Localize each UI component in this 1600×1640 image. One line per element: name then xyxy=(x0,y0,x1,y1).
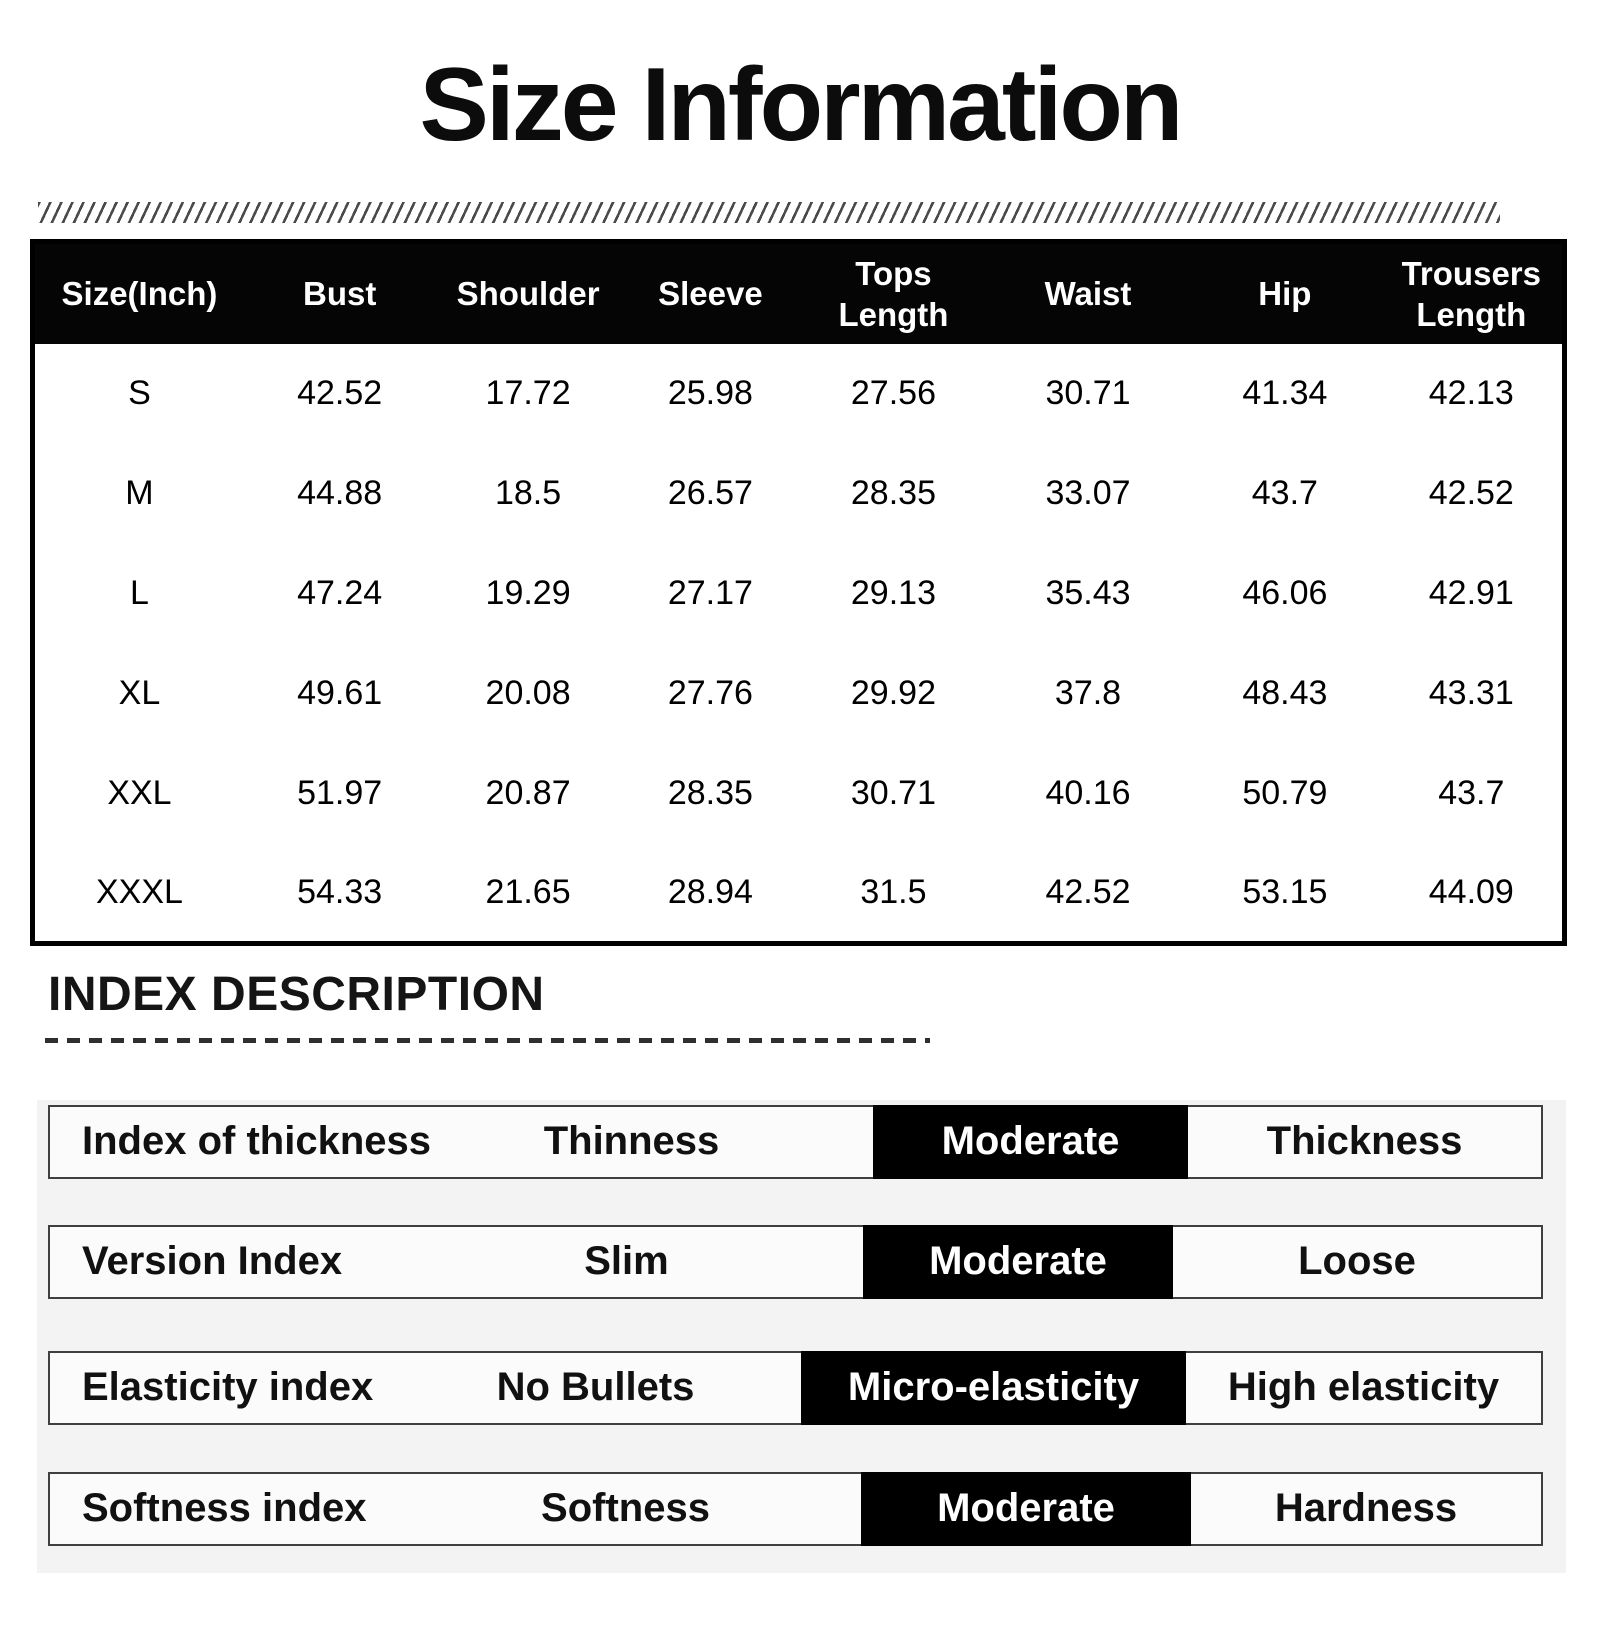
table-row-xxl: XXL 51.97 20.87 28.35 30.71 40.16 50.79 … xyxy=(32,743,1565,844)
index-row-label: Version Index xyxy=(82,1239,343,1284)
measurement-value: 19.29 xyxy=(435,543,621,644)
column-header-bust: Bust xyxy=(243,241,436,344)
size-label: S xyxy=(32,343,244,444)
table-row-m: M 44.88 18.5 26.57 28.35 33.07 43.7 42.5… xyxy=(32,443,1565,544)
index-row-thickness: Index of thickness Thinness Moderate Thi… xyxy=(48,1104,1543,1179)
size-label: XXXL xyxy=(32,843,244,944)
measurement-value: 53.15 xyxy=(1189,843,1381,944)
measurement-value: 44.09 xyxy=(1380,843,1565,944)
column-header-trousers-length: Trousers Length xyxy=(1380,241,1565,344)
measurement-value: 40.16 xyxy=(986,743,1190,844)
measurement-value: 42.52 xyxy=(1380,443,1565,544)
measurement-value: 50.79 xyxy=(1189,743,1381,844)
index-option: Softness xyxy=(541,1486,710,1531)
index-option: Slim xyxy=(584,1239,669,1284)
measurement-value: 30.71 xyxy=(986,343,1190,444)
measurement-value: 43.31 xyxy=(1380,643,1565,744)
hatched-divider xyxy=(38,202,1500,223)
measurement-value: 43.7 xyxy=(1380,743,1565,844)
measurement-value: 29.92 xyxy=(800,643,987,744)
index-row-elasticity: Elasticity index No Bullets Micro-elasti… xyxy=(48,1350,1543,1425)
measurement-value: 25.98 xyxy=(620,343,800,444)
column-header-size: Size(Inch) xyxy=(32,241,244,344)
measurement-value: 28.35 xyxy=(620,743,800,844)
index-row-label: Index of thickness xyxy=(82,1119,431,1164)
column-header-hip: Hip xyxy=(1189,241,1381,344)
measurement-value: 43.7 xyxy=(1189,443,1381,544)
table-header-row: Size(Inch) Bust Shoulder Sleeve Tops Len… xyxy=(32,241,1565,344)
index-row-label: Softness index xyxy=(82,1486,367,1531)
index-description-heading: INDEX DESCRIPTION xyxy=(48,968,545,1021)
measurement-value: 42.91 xyxy=(1380,543,1565,644)
size-label: XL xyxy=(32,643,244,744)
measurement-value: 37.8 xyxy=(986,643,1190,744)
measurement-value: 28.94 xyxy=(620,843,800,944)
column-header-sleeve: Sleeve xyxy=(620,241,800,344)
measurement-value: 35.43 xyxy=(986,543,1190,644)
dashed-divider xyxy=(45,1037,930,1043)
measurement-value: 17.72 xyxy=(435,343,621,444)
measurement-value: 27.17 xyxy=(620,543,800,644)
size-information-page: Size Information Size(Inch) Bust Shoulde… xyxy=(0,40,1600,1640)
page-title: Size Information xyxy=(419,47,1184,163)
index-row-label: Elasticity index xyxy=(82,1365,374,1410)
column-header-waist: Waist xyxy=(986,241,1190,344)
size-label: L xyxy=(32,543,244,644)
measurement-value: 20.08 xyxy=(435,643,621,744)
measurement-value: 42.52 xyxy=(986,843,1190,944)
measurement-value: 33.07 xyxy=(986,443,1190,544)
measurement-value: 48.43 xyxy=(1189,643,1381,744)
size-chart-table: Size(Inch) Bust Shoulder Sleeve Tops Len… xyxy=(30,239,1567,946)
index-panel: Index of thickness Thinness Moderate Thi… xyxy=(37,1099,1566,1573)
measurement-value: 29.13 xyxy=(800,543,987,644)
index-option-selected: Micro-elasticity xyxy=(801,1350,1186,1425)
measurement-value: 18.5 xyxy=(435,443,621,544)
index-option-selected: Moderate xyxy=(863,1224,1173,1299)
measurement-value: 51.97 xyxy=(243,743,436,844)
index-option: Thickness xyxy=(1266,1119,1463,1164)
measurement-value: 21.65 xyxy=(435,843,621,944)
index-row-version: Version Index Slim Moderate Loose xyxy=(48,1224,1543,1299)
measurement-value: 49.61 xyxy=(243,643,436,744)
measurement-value: 31.5 xyxy=(800,843,987,944)
index-option: High elasticity xyxy=(1227,1365,1500,1410)
measurement-value: 54.33 xyxy=(243,843,436,944)
measurement-value: 26.57 xyxy=(620,443,800,544)
index-option: Hardness xyxy=(1274,1486,1458,1531)
measurement-value: 47.24 xyxy=(243,543,436,644)
index-option-selected: Moderate xyxy=(873,1104,1188,1179)
column-header-shoulder: Shoulder xyxy=(435,241,621,344)
size-label: M xyxy=(32,443,244,544)
measurement-value: 42.13 xyxy=(1380,343,1565,444)
column-header-tops-length: Tops Length xyxy=(800,241,987,344)
measurement-value: 20.87 xyxy=(435,743,621,844)
measurement-value: 44.88 xyxy=(243,443,436,544)
measurement-value: 28.35 xyxy=(800,443,987,544)
index-option: Loose xyxy=(1298,1239,1416,1284)
index-option: No Bullets xyxy=(496,1365,695,1410)
measurement-value: 46.06 xyxy=(1189,543,1381,644)
measurement-value: 42.52 xyxy=(243,343,436,444)
table-row-xl: XL 49.61 20.08 27.76 29.92 37.8 48.43 43… xyxy=(32,643,1565,744)
index-option-selected: Moderate xyxy=(861,1471,1191,1546)
measurement-value: 30.71 xyxy=(800,743,987,844)
size-label: XXL xyxy=(32,743,244,844)
table-row-s: S 42.52 17.72 25.98 27.56 30.71 41.34 42… xyxy=(32,343,1565,444)
table-row-l: L 47.24 19.29 27.17 29.13 35.43 46.06 42… xyxy=(32,543,1565,644)
index-option: Thinness xyxy=(543,1119,720,1164)
measurement-value: 27.76 xyxy=(620,643,800,744)
table-row-xxxl: XXXL 54.33 21.65 28.94 31.5 42.52 53.15 … xyxy=(32,843,1565,944)
measurement-value: 41.34 xyxy=(1189,343,1381,444)
index-row-softness: Softness index Softness Moderate Hardnes… xyxy=(48,1471,1543,1546)
measurement-value: 27.56 xyxy=(800,343,987,444)
